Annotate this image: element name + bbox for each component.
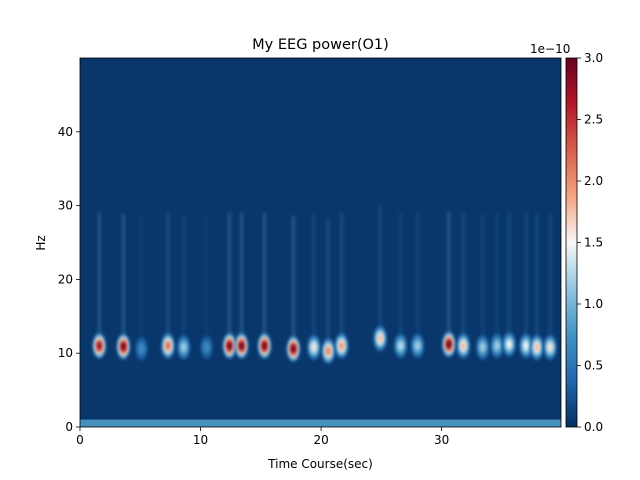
colorbar-ticks: 0.0 0.5 1.0 1.5 2.0 2.5 3.0 xyxy=(577,51,603,434)
burst-streak xyxy=(340,212,343,346)
heatmap-cells xyxy=(80,205,561,427)
colorbar-tick-label: 1.0 xyxy=(584,297,603,311)
burst-streak xyxy=(416,212,419,346)
burst-cell xyxy=(287,335,300,362)
burst-cell xyxy=(161,333,175,359)
baseline-band xyxy=(80,419,561,427)
burst-cell xyxy=(117,333,130,360)
burst-streak xyxy=(327,218,330,351)
colorbar-tick-label: 0.5 xyxy=(584,359,603,373)
burst-streak xyxy=(205,214,208,348)
burst-streak xyxy=(240,212,243,346)
burst-streak xyxy=(228,212,231,346)
burst-cell xyxy=(92,333,106,359)
chart-title: My EEG power(O1) xyxy=(252,37,389,53)
colorbar-offset-label: 1e−10 xyxy=(530,42,570,56)
burst-streak xyxy=(399,212,402,346)
burst-cell xyxy=(411,333,424,359)
burst-cell xyxy=(530,334,544,361)
colorbar-tick-label: 2.0 xyxy=(584,174,603,188)
y-axis-label: Hz xyxy=(34,235,48,250)
y-tick-label: 30 xyxy=(58,199,73,213)
burst-streak xyxy=(140,215,143,349)
burst-streak xyxy=(507,211,511,345)
y-tick-label: 10 xyxy=(58,346,73,360)
burst-cell xyxy=(135,335,148,362)
y-axis: 0 10 20 30 40 xyxy=(58,125,80,434)
x-axis-label: Time Course(sec) xyxy=(267,457,373,471)
burst-cell xyxy=(519,333,533,359)
burst-cell xyxy=(476,334,490,361)
burst-streak xyxy=(447,211,451,345)
burst-cell xyxy=(394,333,408,359)
burst-streak xyxy=(462,212,465,346)
burst-streak xyxy=(524,212,528,346)
colorbar-tick-label: 1.5 xyxy=(584,236,603,250)
burst-streak xyxy=(535,214,539,348)
burst-cell xyxy=(490,333,504,359)
burst-cell xyxy=(223,333,236,359)
burst-streak xyxy=(495,212,499,346)
colorbar-tick-label: 0.0 xyxy=(584,420,603,434)
burst-cell xyxy=(258,333,271,359)
colorbar-scale xyxy=(565,57,578,428)
colorbar: 0.0 0.5 1.0 1.5 2.0 2.5 3.0 1e−10 xyxy=(530,42,603,434)
burst-cell xyxy=(200,334,213,361)
heatmap-background xyxy=(80,58,561,427)
burst-streak xyxy=(122,213,125,347)
burst-streak xyxy=(481,214,484,348)
x-tick-label: 10 xyxy=(193,433,208,447)
plot-frame xyxy=(79,57,562,428)
burst-streak xyxy=(312,214,316,348)
burst-cell xyxy=(235,333,248,359)
burst-cell xyxy=(442,331,456,358)
heatmap-plot-area xyxy=(80,58,561,427)
burst-cell xyxy=(543,334,557,361)
burst-cell xyxy=(456,333,470,359)
burst-cell xyxy=(335,333,348,359)
burst-cell xyxy=(373,325,387,352)
burst-cell xyxy=(307,334,321,361)
burst-streak xyxy=(548,214,552,348)
x-tick-label: 0 xyxy=(76,433,84,447)
x-tick-label: 20 xyxy=(313,433,328,447)
burst-streak xyxy=(98,212,101,346)
burst-streak xyxy=(182,214,185,348)
colorbar-tick-label: 3.0 xyxy=(584,51,603,65)
burst-streak xyxy=(378,205,382,339)
burst-cell xyxy=(177,334,191,361)
burst-cell xyxy=(502,331,516,358)
burst-streak xyxy=(166,212,170,346)
burst-streak xyxy=(263,212,266,346)
x-tick-label: 30 xyxy=(434,433,449,447)
burst-cell xyxy=(321,338,335,364)
y-tick-label: 0 xyxy=(65,420,73,434)
x-axis: 0 10 20 30 xyxy=(76,427,449,447)
y-tick-label: 20 xyxy=(58,272,73,286)
y-tick-label: 40 xyxy=(58,125,73,139)
colorbar-tick-label: 2.5 xyxy=(584,113,603,127)
burst-streak xyxy=(292,215,295,349)
